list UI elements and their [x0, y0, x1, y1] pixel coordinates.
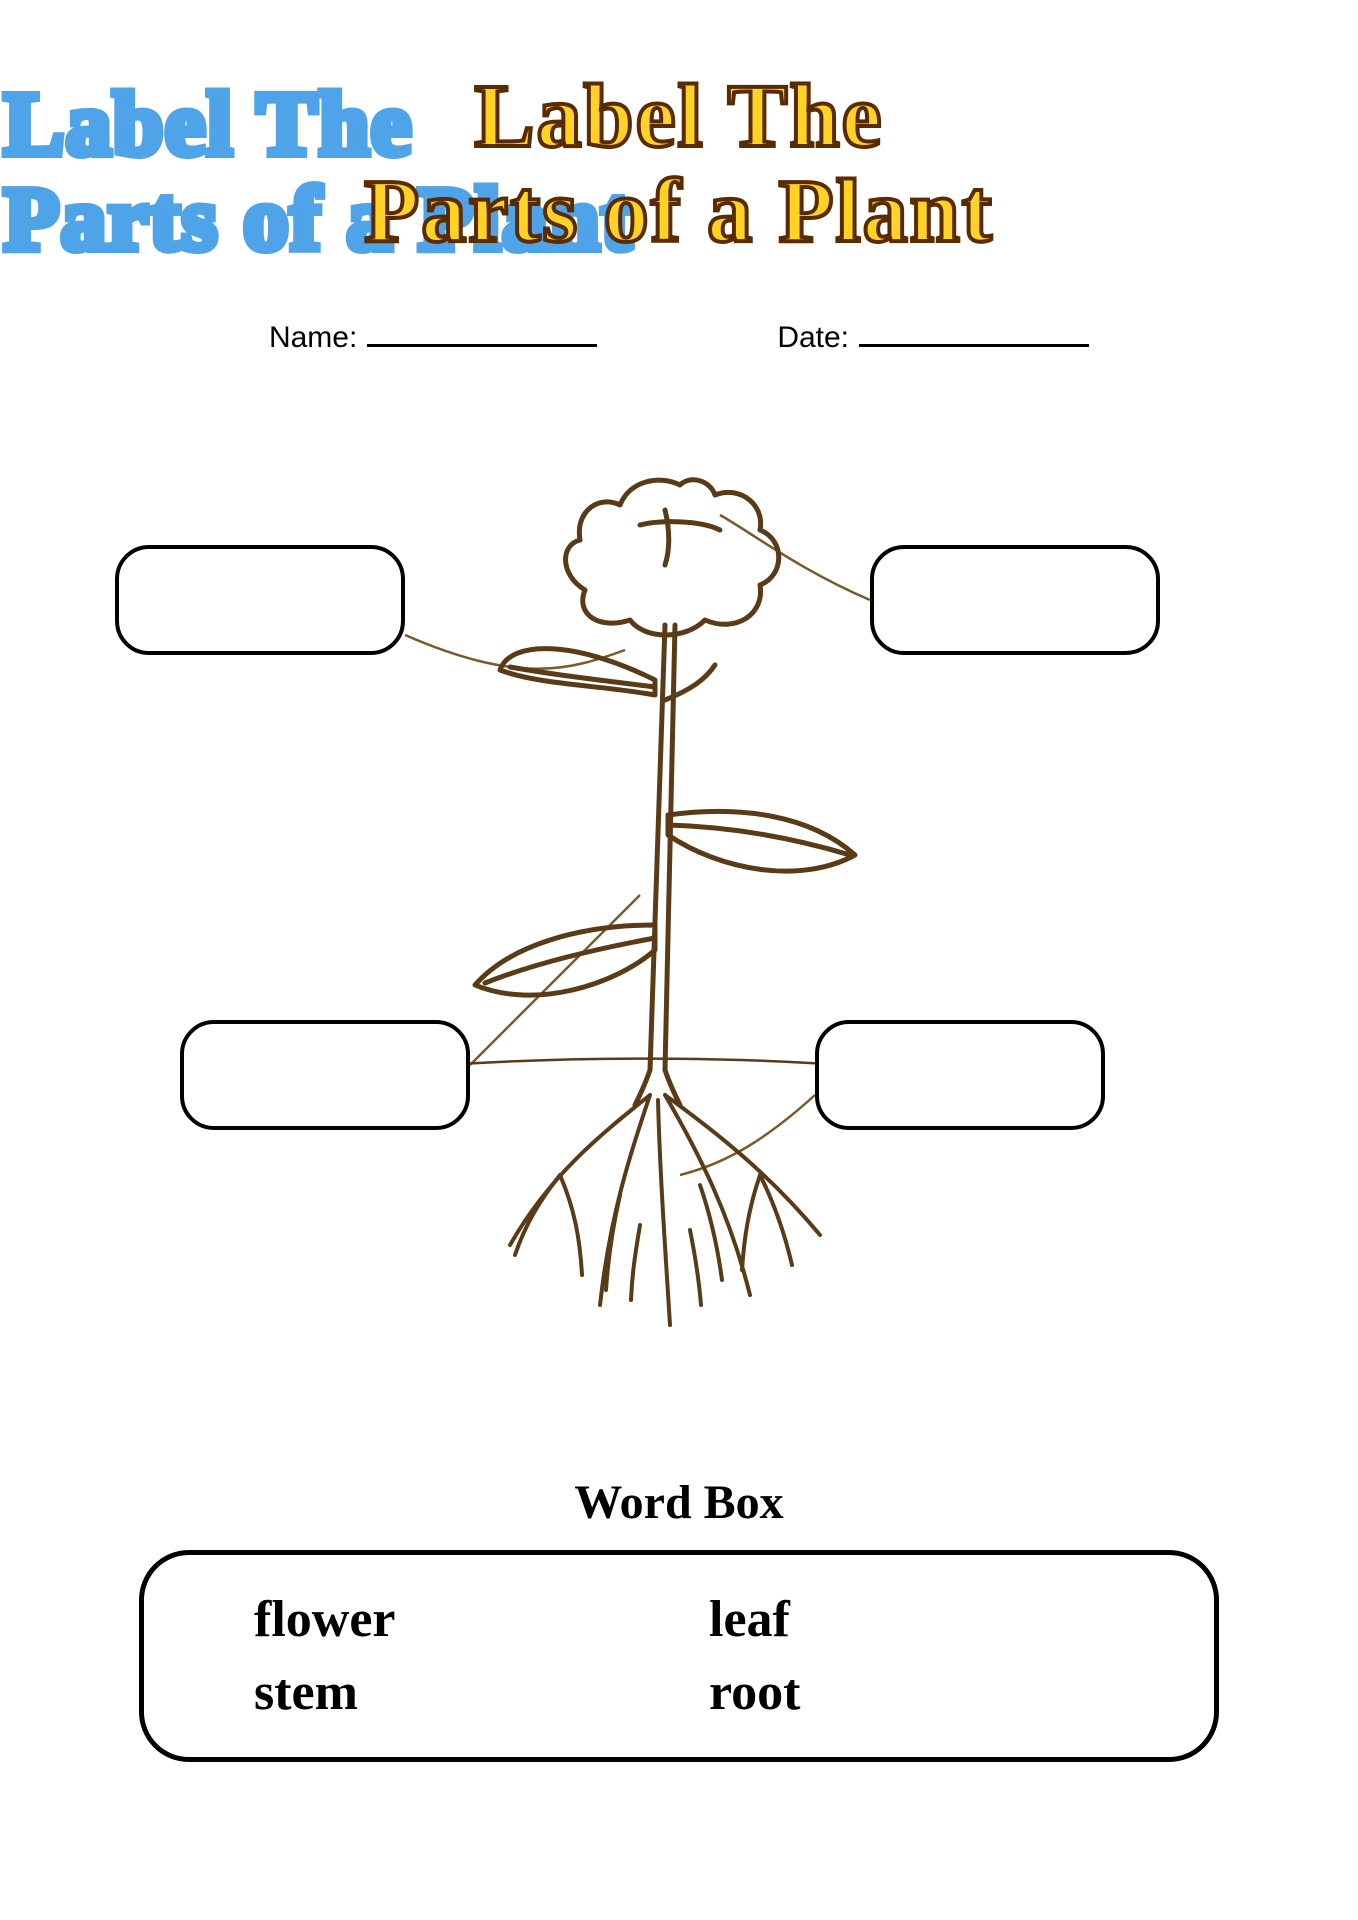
label-box-top-right[interactable]: [870, 545, 1160, 655]
date-label: Date:: [777, 321, 849, 355]
wordbox: flower leaf stem root: [139, 1550, 1219, 1762]
word-root: root: [709, 1663, 1104, 1722]
wordbox-title: Word Box: [0, 1475, 1358, 1530]
plant-diagram: [0, 455, 1358, 1375]
title-line2: Parts of a Plant: [364, 165, 993, 260]
name-blank-line[interactable]: [367, 314, 597, 347]
worksheet-page: Label The Label The Parts of a Plant Par…: [0, 0, 1358, 1920]
flower-icon: [566, 480, 779, 635]
label-box-bottom-right[interactable]: [815, 1020, 1105, 1130]
label-box-top-left[interactable]: [115, 545, 405, 655]
leaf-right: [668, 811, 855, 871]
roots: [510, 1095, 820, 1325]
label-box-bottom-left[interactable]: [180, 1020, 470, 1130]
name-field: Name:: [269, 314, 597, 355]
word-leaf: leaf: [709, 1590, 1104, 1649]
student-fields: Name: Date:: [0, 314, 1358, 355]
title-line1: Label The: [475, 70, 884, 165]
title-line1-shadow: Label The: [4, 78, 413, 173]
date-field: Date:: [777, 314, 1089, 355]
date-blank-line[interactable]: [859, 314, 1089, 347]
name-label: Name:: [269, 321, 357, 355]
title-block: Label The Label The Parts of a Plant Par…: [0, 0, 1358, 259]
word-flower: flower: [254, 1590, 649, 1649]
word-stem: stem: [254, 1663, 649, 1722]
leaf-upper-left: [500, 649, 655, 695]
